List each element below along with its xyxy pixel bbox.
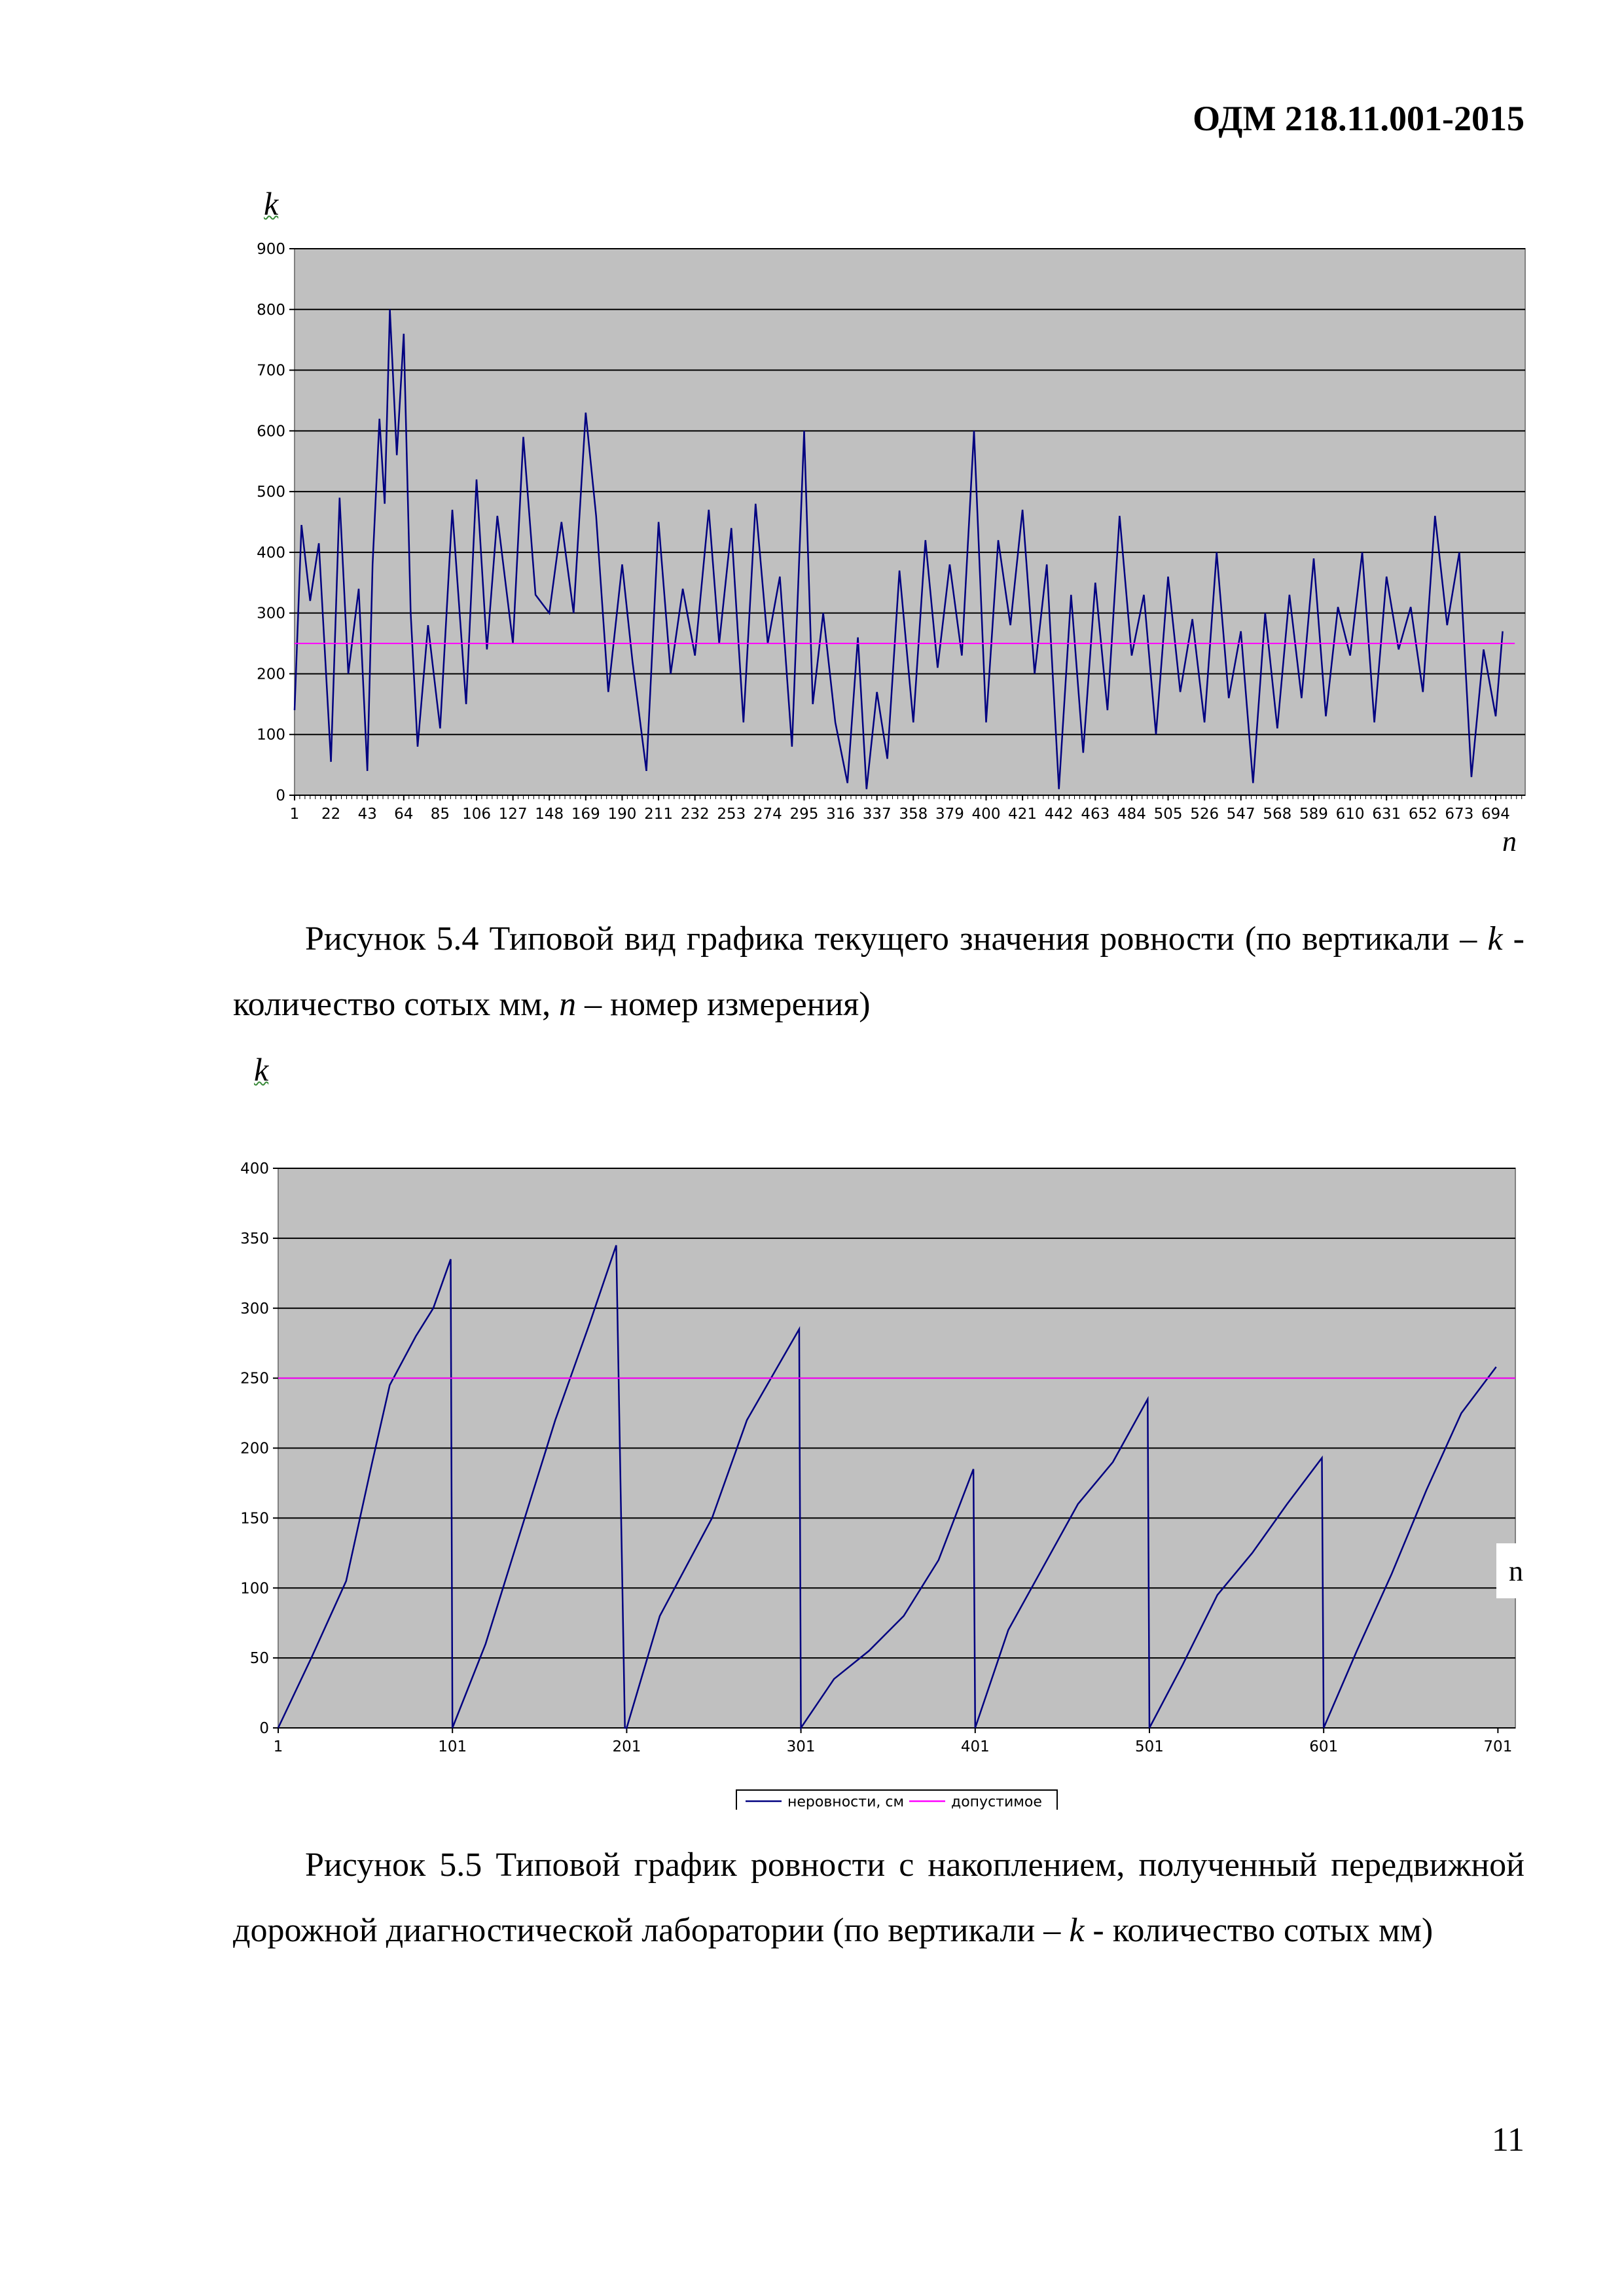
y-tick-label: 900 <box>257 241 285 258</box>
x-tick-label: 631 <box>1372 806 1401 823</box>
chart2-y-axis-label: k <box>254 1051 269 1088</box>
x-tick-label: 127 <box>499 806 528 823</box>
x-tick-label: 211 <box>644 806 673 823</box>
x-tick-label: 295 <box>790 806 819 823</box>
y-tick-label: 200 <box>257 666 285 683</box>
y-tick-label: 500 <box>257 484 285 501</box>
y-tick-label: 400 <box>240 1160 269 1177</box>
y-tick-label: 300 <box>257 605 285 622</box>
x-tick-label: 190 <box>607 806 636 823</box>
legend-box <box>736 1789 1058 1810</box>
figure-5-4-caption: Рисунок 5.4 Типовой вид графика текущего… <box>233 920 1525 1023</box>
y-tick-label: 150 <box>240 1510 269 1527</box>
chart1: 0 100 200 300 400 500 600 700 800 900 1 22 43 64 85 106… <box>257 241 1526 823</box>
chart1-y-axis-label: k <box>264 185 279 222</box>
x-tick-label: 201 <box>612 1738 641 1755</box>
x-tick-label: 106 <box>462 806 491 823</box>
x-tick-label: 505 <box>1154 806 1183 823</box>
document-code: ОДМ 218.11.001-2015 <box>1193 99 1525 138</box>
x-tick-label: 43 <box>358 806 377 823</box>
x-tick-label: 673 <box>1445 806 1473 823</box>
x-tick-label: 568 <box>1263 806 1291 823</box>
y-tick-label: 300 <box>240 1300 269 1318</box>
y-tick-label: 250 <box>240 1371 269 1388</box>
y-tick-label: 100 <box>257 726 285 744</box>
x-tick-label: 484 <box>1117 806 1146 823</box>
x-tick-label: 463 <box>1081 806 1110 823</box>
figure-5-5-caption: Рисунок 5.5 Типовой график ровности с на… <box>233 1846 1525 1949</box>
x-tick-label: 274 <box>753 806 782 823</box>
y-tick-label: 100 <box>240 1580 269 1597</box>
x-tick-label: 379 <box>935 806 964 823</box>
series-line-0 <box>277 1245 1497 1731</box>
x-tick-label: 337 <box>863 806 892 823</box>
x-tick-label: 253 <box>717 806 746 823</box>
x-tick-label: 601 <box>1309 1738 1338 1755</box>
series-line-0 <box>293 309 1504 789</box>
chart2-x-axis-label: n <box>1496 1543 1536 1598</box>
x-tick-label: 400 <box>972 806 1001 823</box>
y-tick-label: 0 <box>276 787 285 804</box>
x-tick-label: 101 <box>438 1738 467 1755</box>
x-tick-label: 22 <box>321 806 340 823</box>
x-tick-label: 421 <box>1008 806 1037 823</box>
x-tick-label: 85 <box>431 806 450 823</box>
x-tick-label: 442 <box>1045 806 1074 823</box>
x-tick-label: 1 <box>274 1738 283 1755</box>
x-tick-label: 547 <box>1227 806 1255 823</box>
x-tick-label: 64 <box>394 806 413 823</box>
x-tick-label: 652 <box>1409 806 1437 823</box>
x-tick-label: 232 <box>681 806 710 823</box>
legend-label: неровности, см <box>787 1794 904 1810</box>
y-tick-label: 400 <box>257 545 285 562</box>
y-tick-label: 700 <box>257 363 285 380</box>
y-tick-label: 350 <box>240 1230 269 1247</box>
y-tick-label: 50 <box>250 1650 269 1667</box>
x-tick-label: 610 <box>1336 806 1365 823</box>
chart1-x-axis-label: n <box>1502 825 1517 857</box>
x-tick-label: 148 <box>535 806 564 823</box>
x-tick-label: 694 <box>1481 806 1510 823</box>
x-tick-label: 301 <box>787 1738 816 1755</box>
legend: неровности, см допустимое <box>736 1789 1058 1810</box>
x-tick-label: 316 <box>826 806 855 823</box>
plot-area <box>294 248 1526 796</box>
legend-label: допустимое <box>951 1794 1042 1810</box>
y-tick-label: 600 <box>257 423 285 440</box>
chart2: 0 50 100 150 200 250 300 350 400 1 101 201 301 401 501… <box>240 1160 1516 1810</box>
x-tick-label: 169 <box>571 806 600 823</box>
x-tick-label: 589 <box>1299 806 1328 823</box>
y-tick-label: 0 <box>259 1720 269 1737</box>
x-tick-label: 526 <box>1190 806 1219 823</box>
x-tick-label: 401 <box>961 1738 990 1755</box>
page-number: 11 <box>1491 2121 1525 2159</box>
x-tick-label: 1 <box>290 806 300 823</box>
x-tick-label: 701 <box>1483 1738 1512 1755</box>
y-tick-label: 800 <box>257 302 285 319</box>
x-tick-label: 501 <box>1135 1738 1164 1755</box>
x-tick-label: 358 <box>899 806 928 823</box>
y-tick-label: 200 <box>240 1441 269 1458</box>
